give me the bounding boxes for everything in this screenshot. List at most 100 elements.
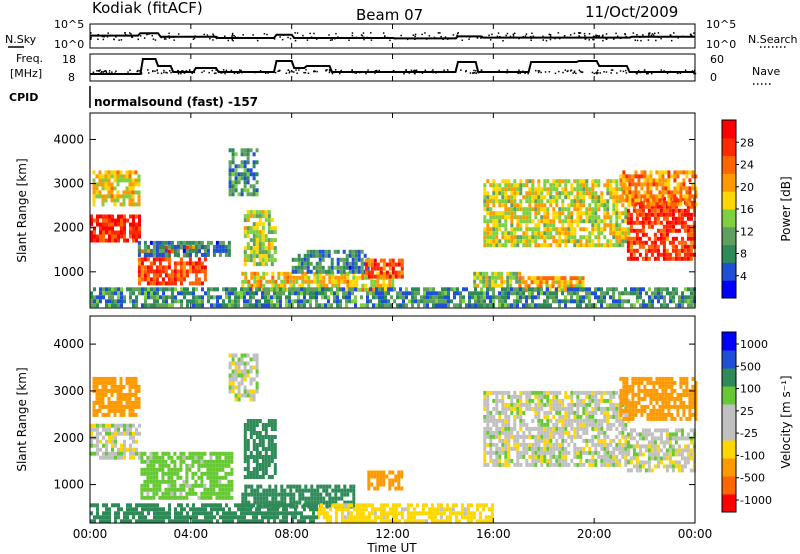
heatmap-cell — [671, 256, 675, 261]
heatmap-cell — [492, 191, 496, 196]
heatmap-cell — [625, 174, 629, 179]
heatmap-cell — [513, 434, 517, 439]
heatmap-cell — [258, 431, 262, 435]
heatmap-cell — [252, 459, 256, 463]
heatmap-cell — [206, 248, 210, 253]
heatmap-cell — [466, 507, 470, 512]
heatmap-cell — [255, 451, 259, 455]
heatmap-cell — [117, 295, 120, 300]
heatmap-cell — [411, 291, 414, 296]
heatmap-cell — [686, 244, 690, 249]
heatmap-cell — [105, 218, 108, 223]
heatmap-cell — [582, 179, 586, 184]
heatmap-cell — [246, 258, 250, 263]
heatmap-cell — [270, 238, 274, 243]
heatmap-cell — [486, 406, 490, 411]
heatmap-cell — [597, 299, 600, 304]
heatmap-cell — [579, 191, 583, 196]
heatmap-cell — [628, 194, 632, 199]
heatmap-cell — [273, 423, 277, 427]
heatmap-cell — [108, 214, 111, 219]
heatmap-cell — [104, 404, 108, 409]
heatmap-cell — [558, 303, 561, 308]
heatmap-cell — [149, 252, 153, 257]
heatmap-cell — [597, 231, 601, 236]
heatmap-cell — [489, 195, 493, 200]
heatmap-cell — [628, 190, 632, 195]
heatmap-cell — [102, 291, 105, 296]
heatmap-cell — [351, 261, 355, 266]
heatmap-cell — [207, 291, 210, 296]
heatmap-cell — [552, 183, 556, 188]
heatmap-cell — [123, 226, 126, 231]
heatmap-cell — [625, 198, 629, 203]
heatmap-cell — [203, 495, 207, 500]
heatmap-cell — [207, 299, 210, 304]
heatmap-cell — [185, 495, 189, 500]
heatmap-cell — [307, 275, 311, 280]
heatmap-cell — [606, 187, 610, 192]
heatmap-cell — [197, 467, 201, 472]
heatmap-cell — [426, 303, 429, 308]
heatmap-cell — [336, 249, 340, 254]
heatmap-cell — [402, 299, 405, 304]
heatmap-cell — [579, 299, 582, 304]
heatmap-cell — [585, 191, 589, 196]
heatmap-cell — [274, 492, 278, 497]
heatmap-cell — [261, 250, 265, 255]
heatmap-cell — [200, 495, 204, 500]
heatmap-cell — [179, 257, 183, 262]
heatmap-cell — [363, 253, 367, 258]
heatmap-cell — [262, 488, 266, 493]
heatmap-cell — [463, 511, 467, 516]
heatmap-cell — [396, 303, 399, 308]
sample-dot — [137, 38, 139, 41]
heatmap-cell — [564, 227, 568, 232]
freq-tick-18: 18 — [62, 53, 76, 66]
heatmap-cell — [170, 475, 174, 480]
heatmap-cell — [479, 275, 483, 280]
heatmap-cell — [120, 226, 123, 231]
heatmap-cell — [167, 261, 171, 266]
heatmap-cell — [364, 283, 368, 288]
heatmap-cell — [128, 384, 132, 389]
sample-dot — [120, 39, 123, 41]
heatmap-cell — [549, 187, 553, 192]
heatmap-cell — [399, 287, 402, 292]
sample-dot — [562, 36, 565, 38]
heatmap-cell — [134, 412, 138, 417]
heatmap-cell — [582, 183, 586, 188]
heatmap-cell — [501, 235, 505, 240]
heatmap-cell — [102, 222, 105, 227]
heatmap-cell — [486, 207, 490, 212]
heatmap-cell — [473, 279, 477, 284]
heatmap-cell — [337, 283, 341, 288]
sample-dot — [460, 69, 462, 71]
heatmap-cell — [591, 215, 595, 220]
sample-dot — [233, 72, 236, 75]
heatmap-cell — [492, 223, 496, 228]
heatmap-cell — [525, 299, 528, 304]
sample-dot — [634, 39, 636, 41]
heatmap-cell — [237, 393, 241, 398]
heatmap-cell — [391, 470, 395, 475]
heatmap-cell — [189, 299, 192, 304]
heatmap-cell — [298, 496, 302, 501]
heatmap-cell — [531, 406, 535, 411]
heatmap-cell — [497, 283, 501, 288]
heatmap-cell — [367, 519, 371, 524]
heatmap-cell — [501, 446, 505, 451]
heatmap-cell — [90, 291, 93, 296]
heatmap-cell — [588, 191, 592, 196]
heatmap-cell — [216, 295, 219, 300]
heatmap-cell — [436, 503, 440, 508]
heatmap-cell — [686, 204, 690, 209]
heatmap-cell — [101, 186, 105, 191]
heatmap-cell — [194, 261, 198, 266]
heatmap-cell — [405, 303, 408, 308]
heatmap-cell — [188, 483, 192, 488]
heatmap-cell — [633, 291, 636, 296]
heatmap-cell — [111, 238, 114, 243]
sample-dot — [497, 32, 500, 34]
heatmap-cell — [138, 287, 141, 292]
